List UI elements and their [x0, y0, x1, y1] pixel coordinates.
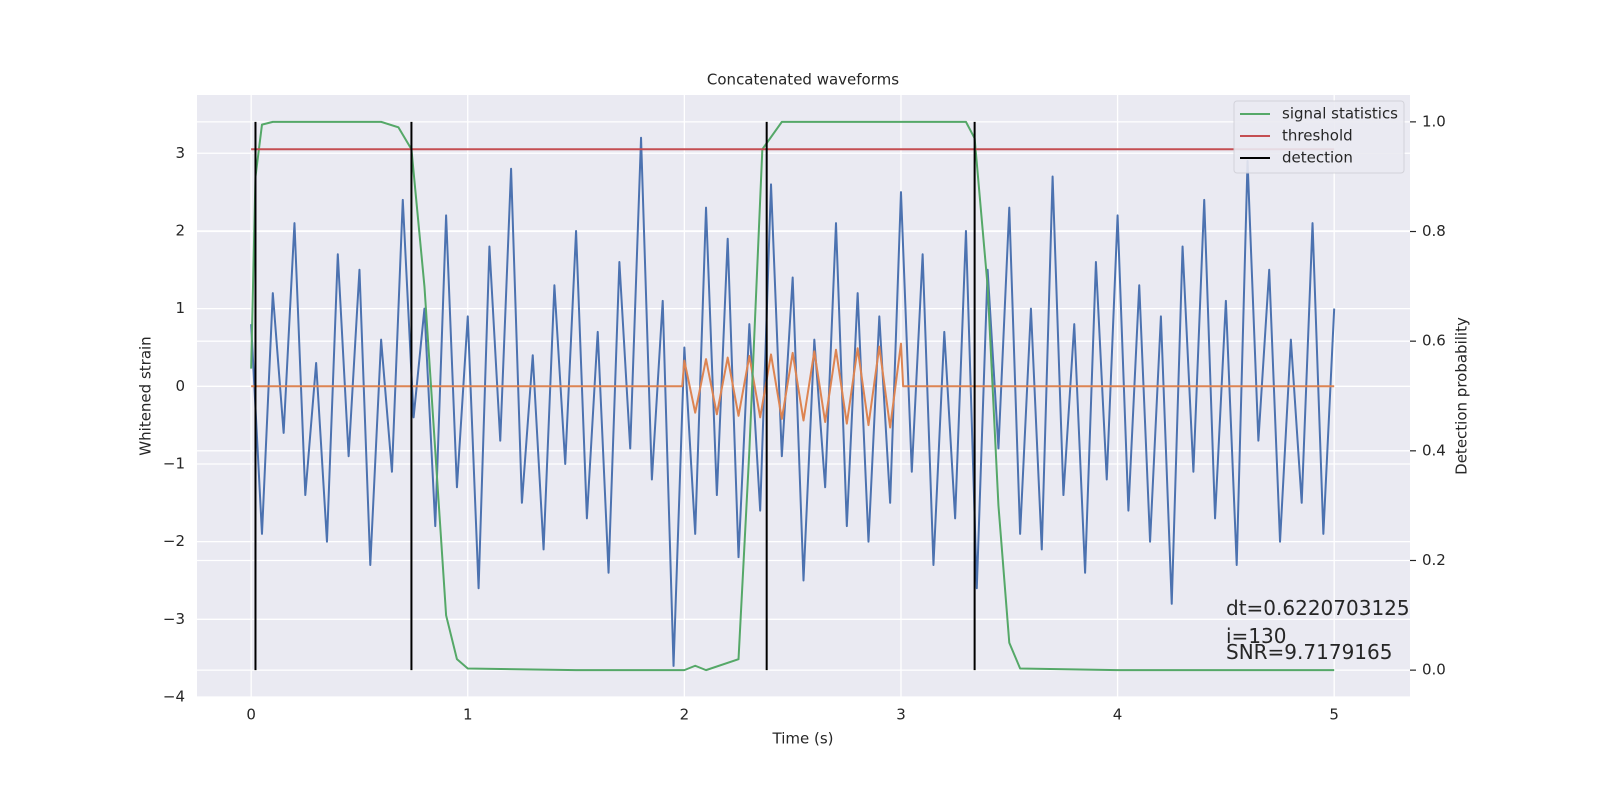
chart-title: Concatenated waveforms	[707, 71, 899, 89]
plot-area	[197, 95, 1410, 697]
x-tick-label: 5	[1329, 706, 1339, 724]
y-tick-label: −2	[163, 532, 185, 550]
series-line	[250, 136, 1336, 667]
y2-axis-label: Detection probability	[1453, 317, 1471, 475]
legend-label: detection	[1282, 149, 1353, 167]
x-axis-label: Time (s)	[772, 730, 834, 748]
x-tick-label: 1	[463, 706, 473, 724]
x-tick-label: 4	[1113, 706, 1123, 724]
y2-tick-label: 0.8	[1422, 222, 1446, 240]
y2-tick-label: 1.0	[1422, 112, 1446, 130]
annotation: dt=0.6220703125	[1226, 596, 1410, 620]
y-tick-label: 0	[175, 377, 185, 395]
annotation: SNR=9.7179165	[1226, 640, 1392, 664]
y-tick-label: 3	[175, 144, 185, 162]
annotation: i=130	[1226, 624, 1287, 648]
y2-tick-label: 0.0	[1422, 661, 1446, 679]
legend-label: signal statistics	[1282, 105, 1398, 123]
legend-box	[1233, 100, 1405, 174]
y-tick-label: −4	[163, 688, 185, 706]
y-tick-label: −1	[163, 454, 185, 472]
x-tick-label: 2	[680, 706, 690, 724]
y-tick-label: −3	[163, 610, 185, 628]
series-line	[251, 342, 1335, 429]
x-tick-label: 0	[246, 706, 256, 724]
y2-tick-label: 0.4	[1422, 441, 1446, 459]
y2-tick-label: 0.6	[1422, 332, 1446, 350]
y-tick-label: 1	[175, 299, 185, 317]
y-tick-label: 2	[175, 221, 185, 239]
legend-label: threshold	[1282, 127, 1353, 145]
series-line	[250, 120, 1335, 672]
y-axis-label: Whitened strain	[137, 336, 155, 455]
y2-tick-label: 0.2	[1422, 551, 1446, 569]
x-tick-label: 3	[896, 706, 906, 724]
